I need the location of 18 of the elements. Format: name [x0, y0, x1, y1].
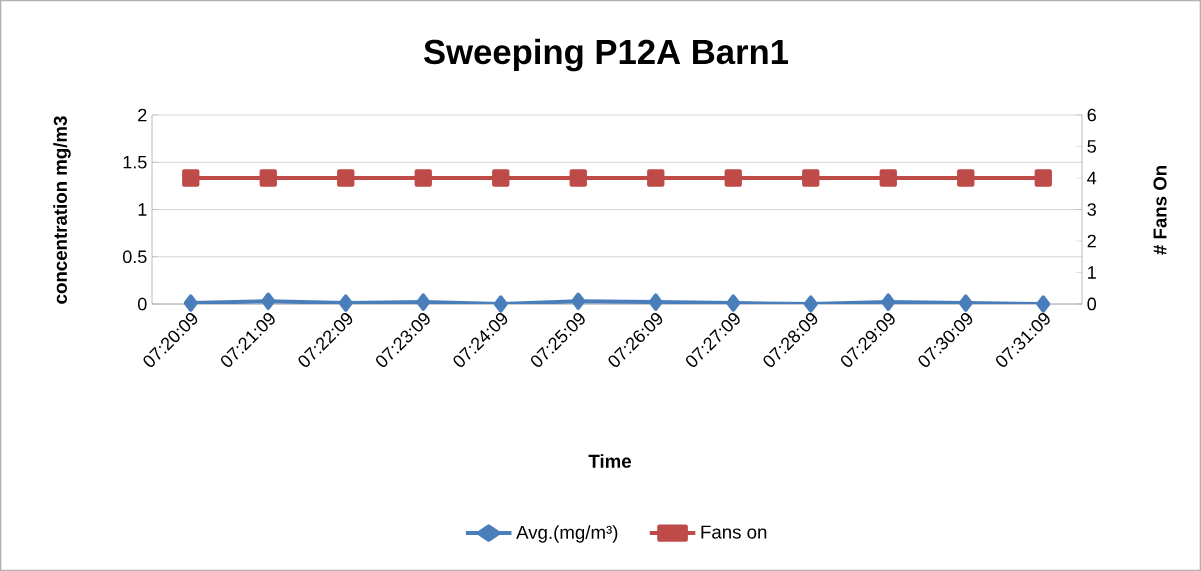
y2-tick-label: 1 — [1088, 266, 1096, 279]
y2-axis-title: # Fans On — [1153, 166, 1167, 255]
y2-tick-label: 2 — [1087, 234, 1096, 248]
y-tick-label: 2 — [138, 108, 147, 122]
y2-tick-label: 6 — [1087, 108, 1096, 122]
y-tick-label: 0.5 — [122, 250, 147, 264]
y2-tick-label: 3 — [1087, 203, 1096, 216]
y-axis-title: concentration mg/m3 — [53, 116, 71, 304]
y-tick-label: 1 — [138, 203, 147, 216]
legend-label: Avg.(mg/m³) — [516, 525, 618, 543]
x-axis-title: Time — [588, 454, 631, 468]
y2-tick-label: 0 — [1087, 297, 1097, 311]
y-tick-label: 1.5 — [123, 155, 147, 169]
y2-tick-label: 4 — [1087, 171, 1097, 185]
legend-label: Fans on — [701, 525, 767, 539]
y2-tick-label: 5 — [1087, 140, 1096, 153]
chart-title: Sweeping P12A Barn1 — [423, 38, 789, 72]
y-tick-label: 0 — [137, 297, 147, 311]
